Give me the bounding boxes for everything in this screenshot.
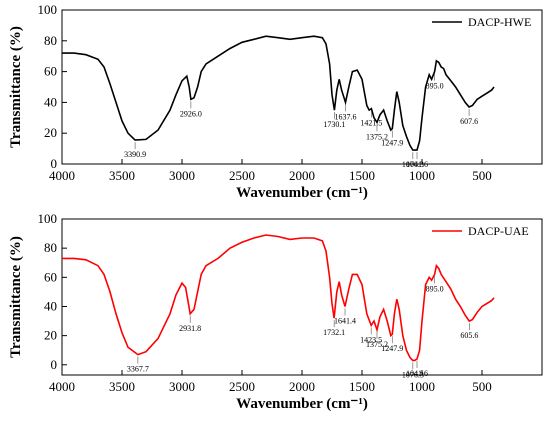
x-tick-label: 1000 bbox=[409, 168, 435, 183]
y-tick-label: 80 bbox=[44, 33, 57, 48]
annotation-label: 1247.9 bbox=[381, 344, 403, 353]
x-tick-label: 4000 bbox=[49, 168, 75, 183]
x-tick-label: 1500 bbox=[349, 379, 375, 394]
x-tick-label: 1000 bbox=[409, 379, 435, 394]
annotation-label: 1375.2 bbox=[366, 132, 388, 141]
x-tick-label: 500 bbox=[472, 168, 492, 183]
y-tick-label: 40 bbox=[44, 94, 57, 109]
annotation-label: 1041.6 bbox=[406, 160, 428, 169]
annotation-label: 1041.6 bbox=[406, 369, 428, 378]
x-tick-label: 4000 bbox=[49, 379, 75, 394]
annotation-label: 607.6 bbox=[460, 117, 478, 126]
legend-label: DACP-HWE bbox=[468, 15, 531, 29]
annotation-label: 605.6 bbox=[460, 331, 478, 340]
x-tick-label: 1500 bbox=[349, 168, 375, 183]
y-tick-label: 0 bbox=[51, 156, 58, 171]
annotation-label: 1076.3 bbox=[402, 370, 424, 379]
annotation-label: 1641.4 bbox=[334, 316, 356, 325]
x-tick-label: 3000 bbox=[169, 379, 195, 394]
annotation-label: 1732.1 bbox=[323, 328, 345, 337]
x-tick-label: 2000 bbox=[289, 379, 315, 394]
annotation-label: 3367.7 bbox=[127, 365, 149, 374]
y-axis-label: Transmittance (%) bbox=[8, 236, 24, 358]
annotation-label: 1076.3 bbox=[402, 160, 424, 169]
x-tick-label: 3500 bbox=[109, 168, 135, 183]
annotation-label: 1421.5 bbox=[360, 119, 382, 128]
annotation-label: 3390.9 bbox=[124, 150, 146, 159]
x-tick-label: 3000 bbox=[169, 168, 195, 183]
legend-label: DACP-UAE bbox=[468, 224, 529, 238]
y-axis-label: Transmittance (%) bbox=[8, 26, 24, 148]
x-tick-label: 2500 bbox=[229, 168, 255, 183]
annotation-label: 1730.1 bbox=[323, 120, 345, 129]
x-tick-label: 2000 bbox=[289, 168, 315, 183]
annotation-label: 895.0 bbox=[426, 284, 444, 293]
y-tick-label: 80 bbox=[44, 240, 57, 255]
x-tick-label: 2500 bbox=[229, 379, 255, 394]
annotation-label: 1375.2 bbox=[366, 340, 388, 349]
x-tick-label: 3500 bbox=[109, 379, 135, 394]
spectrum-line bbox=[62, 35, 495, 151]
y-tick-label: 100 bbox=[38, 211, 58, 226]
spectrum-line bbox=[62, 234, 495, 362]
annotation-label: 895.0 bbox=[426, 82, 444, 91]
x-tick-label: 500 bbox=[472, 379, 492, 394]
annotation-label: 1247.9 bbox=[381, 139, 403, 148]
x-axis-label: Wavenumber (cm⁻¹) bbox=[236, 185, 368, 201]
plot-frame bbox=[61, 9, 543, 165]
y-tick-label: 100 bbox=[38, 2, 58, 17]
y-tick-label: 40 bbox=[44, 298, 57, 313]
annotation-label: 1637.6 bbox=[334, 112, 356, 121]
annotation-label: 2931.8 bbox=[179, 324, 201, 333]
annotation-label: 1423.5 bbox=[360, 335, 382, 344]
x-axis-label: Wavenumber (cm⁻¹) bbox=[236, 396, 368, 412]
annotation-label: 2926.0 bbox=[180, 109, 202, 118]
y-tick-label: 20 bbox=[44, 125, 57, 140]
y-tick-label: 60 bbox=[44, 64, 57, 79]
y-tick-label: 0 bbox=[51, 357, 58, 372]
y-tick-label: 20 bbox=[44, 328, 57, 343]
y-tick-label: 60 bbox=[44, 269, 57, 284]
